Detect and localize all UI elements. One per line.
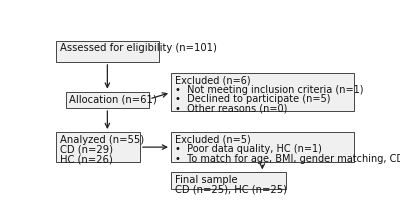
FancyBboxPatch shape [171, 73, 354, 111]
Text: Analyzed (n=55): Analyzed (n=55) [60, 135, 144, 145]
Text: Excluded (n=6): Excluded (n=6) [175, 76, 250, 86]
Text: Final sample: Final sample [175, 175, 237, 185]
Text: Excluded (n=5): Excluded (n=5) [175, 135, 250, 145]
Text: CD (n=25), HC (n=25): CD (n=25), HC (n=25) [175, 185, 287, 195]
Text: •  Not meeting inclusion criteria (n=1): • Not meeting inclusion criteria (n=1) [175, 85, 363, 95]
FancyBboxPatch shape [171, 132, 354, 162]
FancyBboxPatch shape [56, 40, 158, 62]
Text: •  Declined to participate (n=5): • Declined to participate (n=5) [175, 94, 330, 104]
FancyBboxPatch shape [171, 172, 286, 189]
Text: •  To match for age, BMI, gender matching, CD (n=4): • To match for age, BMI, gender matching… [175, 153, 400, 163]
FancyBboxPatch shape [66, 92, 149, 108]
Text: •  Other reasons (n=0): • Other reasons (n=0) [175, 104, 287, 113]
Text: HC (n=26): HC (n=26) [60, 154, 113, 164]
FancyBboxPatch shape [56, 132, 140, 162]
Text: Assessed for eligibility (n=101): Assessed for eligibility (n=101) [60, 43, 217, 54]
Text: •  Poor data quality, HC (n=1): • Poor data quality, HC (n=1) [175, 144, 322, 154]
Text: Allocation (n=61): Allocation (n=61) [69, 95, 157, 105]
Text: CD (n=29): CD (n=29) [60, 144, 113, 155]
